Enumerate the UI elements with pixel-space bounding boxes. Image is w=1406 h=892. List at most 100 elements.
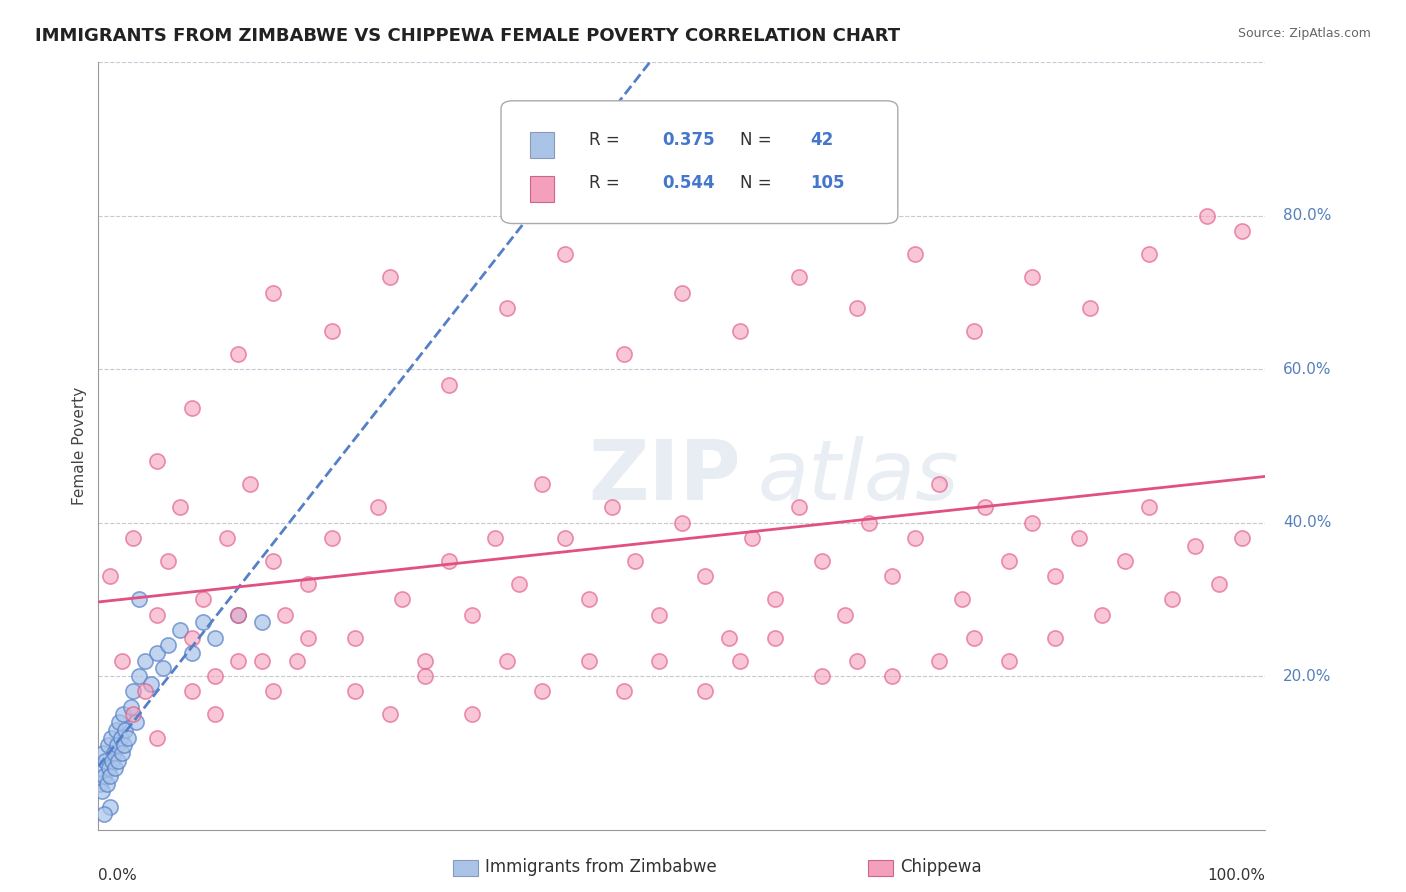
Point: [671, 516, 693, 530]
Point: [250, 654, 273, 668]
Point: [1161, 592, 1184, 607]
Point: [285, 654, 308, 668]
Point: [152, 661, 174, 675]
Point: [98, 799, 121, 814]
Point: [717, 631, 740, 645]
Point: [1067, 531, 1090, 545]
Point: [157, 639, 180, 653]
Point: [741, 531, 763, 545]
Point: [612, 347, 634, 361]
Point: [391, 592, 413, 607]
Point: [204, 631, 226, 645]
Point: [104, 761, 127, 775]
Point: [111, 654, 134, 668]
Point: [180, 646, 202, 660]
Point: [647, 654, 669, 668]
Point: [530, 477, 553, 491]
Point: [100, 731, 122, 745]
Point: [928, 654, 950, 668]
Point: [146, 646, 169, 660]
Point: [94, 754, 117, 768]
Point: [89, 776, 111, 790]
Point: [846, 654, 869, 668]
Point: [215, 531, 238, 545]
Point: [114, 723, 136, 737]
Point: [484, 531, 506, 545]
Point: [950, 592, 973, 607]
Point: [508, 577, 530, 591]
Point: [671, 285, 693, 300]
Point: [125, 715, 148, 730]
Text: N =: N =: [741, 174, 778, 192]
Point: [1114, 554, 1136, 568]
Point: [730, 324, 752, 338]
Point: [93, 807, 115, 822]
Point: [297, 631, 319, 645]
Text: 60.0%: 60.0%: [1282, 362, 1331, 376]
Point: [763, 592, 786, 607]
Point: [1021, 516, 1043, 530]
Point: [997, 554, 1019, 568]
Point: [578, 592, 600, 607]
Point: [169, 500, 191, 515]
Point: [600, 500, 623, 515]
Text: 42: 42: [810, 131, 834, 149]
Point: [228, 654, 250, 668]
Text: Immigrants from Zimbabwe: Immigrants from Zimbabwe: [485, 858, 717, 876]
Point: [297, 577, 319, 591]
Point: [554, 247, 576, 261]
Point: [193, 615, 215, 630]
Y-axis label: Female Poverty: Female Poverty: [72, 387, 87, 505]
Point: [904, 247, 927, 261]
Point: [250, 615, 273, 630]
Point: [612, 684, 634, 698]
Point: [1091, 607, 1114, 622]
Point: [1184, 539, 1206, 553]
Text: IMMIGRANTS FROM ZIMBABWE VS CHIPPEWA FEMALE POVERTY CORRELATION CHART: IMMIGRANTS FROM ZIMBABWE VS CHIPPEWA FEM…: [35, 27, 900, 45]
Point: [1137, 247, 1160, 261]
Point: [380, 270, 402, 285]
Point: [496, 654, 519, 668]
Point: [1197, 209, 1219, 223]
Point: [204, 707, 226, 722]
Point: [239, 477, 262, 491]
Point: [122, 684, 145, 698]
Point: [180, 401, 202, 415]
Point: [157, 554, 180, 568]
Text: 40.0%: 40.0%: [1282, 516, 1331, 530]
Point: [380, 707, 402, 722]
Point: [962, 631, 984, 645]
Text: atlas: atlas: [758, 436, 959, 517]
Point: [134, 684, 156, 698]
Point: [120, 699, 142, 714]
Point: [139, 677, 162, 691]
Point: [117, 731, 139, 745]
Text: 100.0%: 100.0%: [1208, 868, 1265, 883]
Point: [104, 723, 127, 737]
Text: N =: N =: [741, 131, 778, 149]
Point: [122, 531, 145, 545]
Point: [367, 500, 389, 515]
Point: [228, 607, 250, 622]
Point: [96, 776, 118, 790]
Point: [146, 454, 169, 468]
Point: [413, 669, 436, 683]
Text: Chippewa: Chippewa: [900, 858, 981, 876]
Point: [110, 731, 132, 745]
Text: 80.0%: 80.0%: [1282, 209, 1331, 223]
Point: [880, 569, 903, 583]
Point: [108, 715, 131, 730]
Point: [204, 669, 226, 683]
Point: [578, 654, 600, 668]
Point: [103, 746, 125, 760]
Point: [228, 347, 250, 361]
Point: [1080, 301, 1102, 315]
Point: [180, 684, 202, 698]
Point: [107, 754, 129, 768]
Point: [624, 554, 647, 568]
Point: [461, 707, 484, 722]
Point: [111, 707, 134, 722]
Point: [128, 592, 150, 607]
Text: R =: R =: [589, 174, 624, 192]
Point: [180, 631, 202, 645]
